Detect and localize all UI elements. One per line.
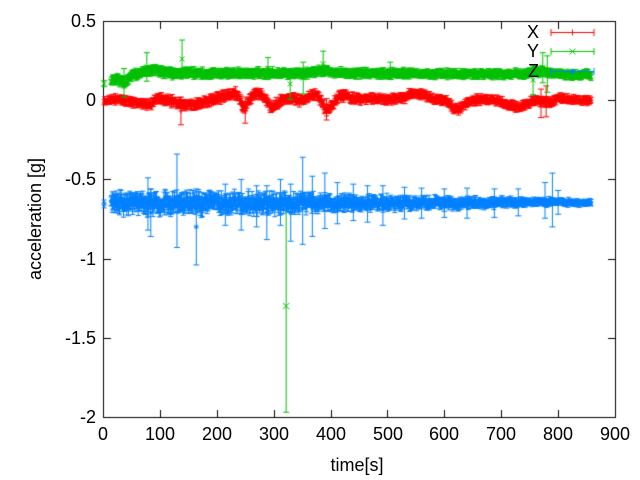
x-tick-label-8: 800	[542, 424, 574, 444]
x-tick-label-1: 100	[144, 424, 176, 444]
y-tick-label-2: -0.5	[64, 169, 96, 189]
legend-label-y: Y	[526, 41, 539, 61]
x-tick-label-9: 900	[599, 424, 631, 444]
x-tick-label-6: 600	[428, 424, 460, 444]
x-tick-label-4: 400	[315, 424, 347, 444]
legend-label-z: Z	[528, 61, 539, 81]
y-axis-title: acceleration [g]	[25, 157, 45, 281]
y-tick-label-1: 0	[85, 90, 96, 110]
x-tick-label-7: 700	[485, 424, 517, 444]
x-tick-label-0: 0	[97, 424, 108, 444]
y-tick-label-3: -1	[79, 249, 96, 269]
y-tick-label-5: -2	[79, 407, 96, 427]
x-axis-title: time[s]	[330, 455, 384, 475]
x-tick-label-5: 500	[372, 424, 404, 444]
legend-label-x: X	[526, 22, 539, 42]
x-tick-label-3: 300	[258, 424, 290, 444]
y-tick-label-4: -1.5	[64, 328, 96, 348]
x-tick-label-2: 200	[201, 424, 233, 444]
y-tick-label-0: 0.5	[70, 11, 96, 31]
